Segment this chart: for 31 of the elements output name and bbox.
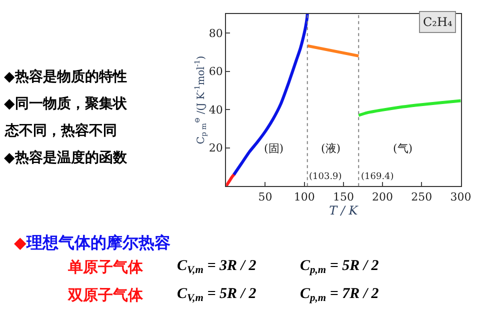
- text: 双原子气体: [67, 286, 144, 304]
- annotation: C₂H₄: [423, 15, 452, 29]
- ref-line-label: (103.9): [309, 172, 342, 182]
- x-tick-label: 100: [294, 190, 315, 204]
- text: C$_{p,m}$ = 5R / 2: [300, 258, 380, 276]
- annotation: (液): [321, 142, 341, 155]
- line-series: [232, 14, 309, 176]
- y-tick-label: 60: [208, 65, 223, 78]
- x-tick-label: 150: [332, 190, 354, 204]
- text: 单原子气体: [67, 258, 144, 276]
- text: ◆热容是温度的函数: [4, 149, 128, 166]
- y-tick-label: 20: [208, 142, 223, 155]
- x-tick-label: 250: [411, 190, 432, 204]
- line-series: [226, 172, 236, 186]
- annotation: (气): [393, 142, 413, 155]
- ref-line-label: (169.4): [361, 172, 394, 182]
- text: 态不同，热容不同: [4, 122, 117, 139]
- x-axis-title: T / K: [329, 203, 359, 218]
- text: C$_{p,m}$ = 7R / 2: [300, 286, 380, 304]
- text: C$_{V,m}$ = 3R / 2: [177, 258, 257, 276]
- x-tick-label: 300: [450, 190, 472, 204]
- text: ◆同一物质，聚集状: [4, 95, 128, 112]
- y-tick-label: 40: [208, 103, 223, 116]
- text: C$_{V,m}$ = 5R / 2: [177, 286, 257, 304]
- x-tick-label: 200: [372, 190, 394, 204]
- text: ◆理想气体的摩尔热容: [14, 233, 170, 252]
- annotation: (固): [264, 142, 284, 155]
- text: ◆热容是物质的特性: [4, 68, 127, 85]
- line-series: [357, 99, 461, 117]
- x-tick-label: 50: [258, 190, 272, 204]
- y-tick-label: 80: [208, 26, 223, 40]
